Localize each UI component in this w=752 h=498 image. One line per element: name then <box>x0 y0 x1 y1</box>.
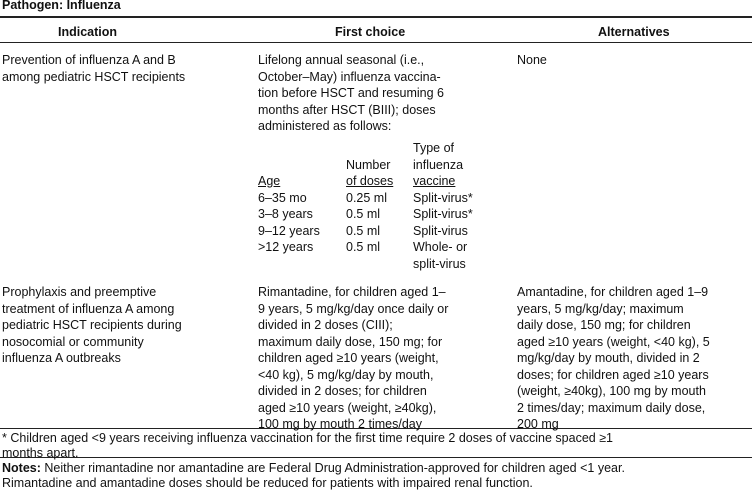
alternatives-text: mg/kg/day by mouth, divided in 2 <box>517 351 700 365</box>
dose-table-header: Age <box>258 174 281 188</box>
first-choice-text: 100 mg by mouth 2 times/day <box>258 417 422 431</box>
footnote-text: * Children aged <9 years receiving influ… <box>2 431 614 445</box>
first-choice-text: aged ≥10 years (weight, ≥40kg), <box>258 400 437 415</box>
first-choice-text: October–May) influenza vaccina- <box>258 69 441 84</box>
dose-table-cell: split-virus <box>413 256 466 271</box>
notes-label: Notes: <box>2 461 41 475</box>
dose-table-header: influenza <box>413 157 464 172</box>
notes-rule <box>0 457 752 458</box>
dose-table-header: Number <box>346 157 391 172</box>
first-choice-text: <40 kg), 5 mg/kg/day by mouth, <box>258 367 434 382</box>
first-choice-text: 9 years, 5 mg/kg/day once daily or <box>258 301 449 316</box>
first-choice-text: divided in 2 doses (CIII); <box>258 318 393 332</box>
alternatives-text: (weight, ≥40kg), 100 mg by mouth <box>517 384 706 398</box>
indication-text: among pediatric HSCT recipients <box>2 69 186 84</box>
column-header: Indication <box>58 25 118 39</box>
indication-text: Prophylaxis and preemptive <box>2 285 157 299</box>
column-header: First choice <box>335 25 406 39</box>
first-choice-text: tion before HSCT and resuming 6 <box>258 86 444 100</box>
footnote-rule <box>0 428 752 429</box>
alternatives-text: 200 mg <box>517 417 559 431</box>
header-rule <box>0 42 752 43</box>
alternatives-text: 2 times/day; maximum daily dose, <box>517 400 706 415</box>
first-choice-text: administered as follows: <box>258 119 392 133</box>
pathogen-title: Pathogen: Influenza <box>2 0 121 12</box>
alternatives-text: doses; for children aged ≥10 years <box>517 367 709 382</box>
indication-text: treatment of influenza A among <box>2 301 175 316</box>
dose-table-cell: Split-virus <box>413 223 468 238</box>
first-choice-text: months after HSCT (BIII); doses <box>258 102 436 117</box>
dose-table-cell: 0.5 ml <box>346 240 381 254</box>
dose-table-header: Type of <box>413 141 454 155</box>
first-choice-text: Lifelong annual seasonal (i.e., <box>258 53 425 67</box>
dose-table-cell: 0.5 ml <box>346 207 381 221</box>
alternatives-text: years, 5 mg/kg/day; maximum <box>517 301 684 316</box>
notes-line: Rimantadine and amantadine doses should … <box>2 476 533 490</box>
top-rule <box>0 16 752 18</box>
dose-table-cell: Split-virus* <box>413 207 473 221</box>
dose-table-header: vaccine <box>413 174 456 188</box>
notes-text: Notes: Neither rimantadine nor amantadin… <box>2 460 625 476</box>
indication-text: Prevention of influenza A and B <box>2 53 176 67</box>
dose-table-header: of doses <box>346 174 394 188</box>
dose-table-cell: 0.25 ml <box>346 190 387 205</box>
first-choice-text: Rimantadine, for children aged 1– <box>258 285 446 299</box>
alternatives-text: Amantadine, for children aged 1–9 <box>517 285 709 299</box>
dose-table-cell: >12 years <box>258 240 314 254</box>
dose-table-cell: 0.5 ml <box>346 223 381 238</box>
dose-table-cell: Whole- or <box>413 240 468 254</box>
alternatives-text: aged ≥10 years (weight, <40 kg), 5 <box>517 334 710 349</box>
indication-text: pediatric HSCT recipients during <box>2 318 182 332</box>
dose-table-cell: Split-virus* <box>413 190 473 205</box>
alternatives-text: daily dose, 150 mg; for children <box>517 318 691 332</box>
dose-table-cell: 3–8 years <box>258 207 313 221</box>
indication-text: nosocomial or community <box>2 334 144 349</box>
footnote-text: months apart. <box>2 446 79 460</box>
indication-text: influenza A outbreaks <box>2 351 121 365</box>
first-choice-text: children aged ≥10 years (weight, <box>258 351 439 365</box>
notes-line: Neither rimantadine nor amantadine are F… <box>40 461 625 475</box>
first-choice-text: maximum daily dose, 150 mg; for <box>258 334 443 349</box>
column-header: Alternatives <box>598 25 670 39</box>
dose-table-cell: 6–35 mo <box>258 190 307 205</box>
dose-table-cell: 9–12 years <box>258 223 320 238</box>
alternatives-text: None <box>517 53 547 67</box>
first-choice-text: divided in 2 doses; for children <box>258 384 427 398</box>
